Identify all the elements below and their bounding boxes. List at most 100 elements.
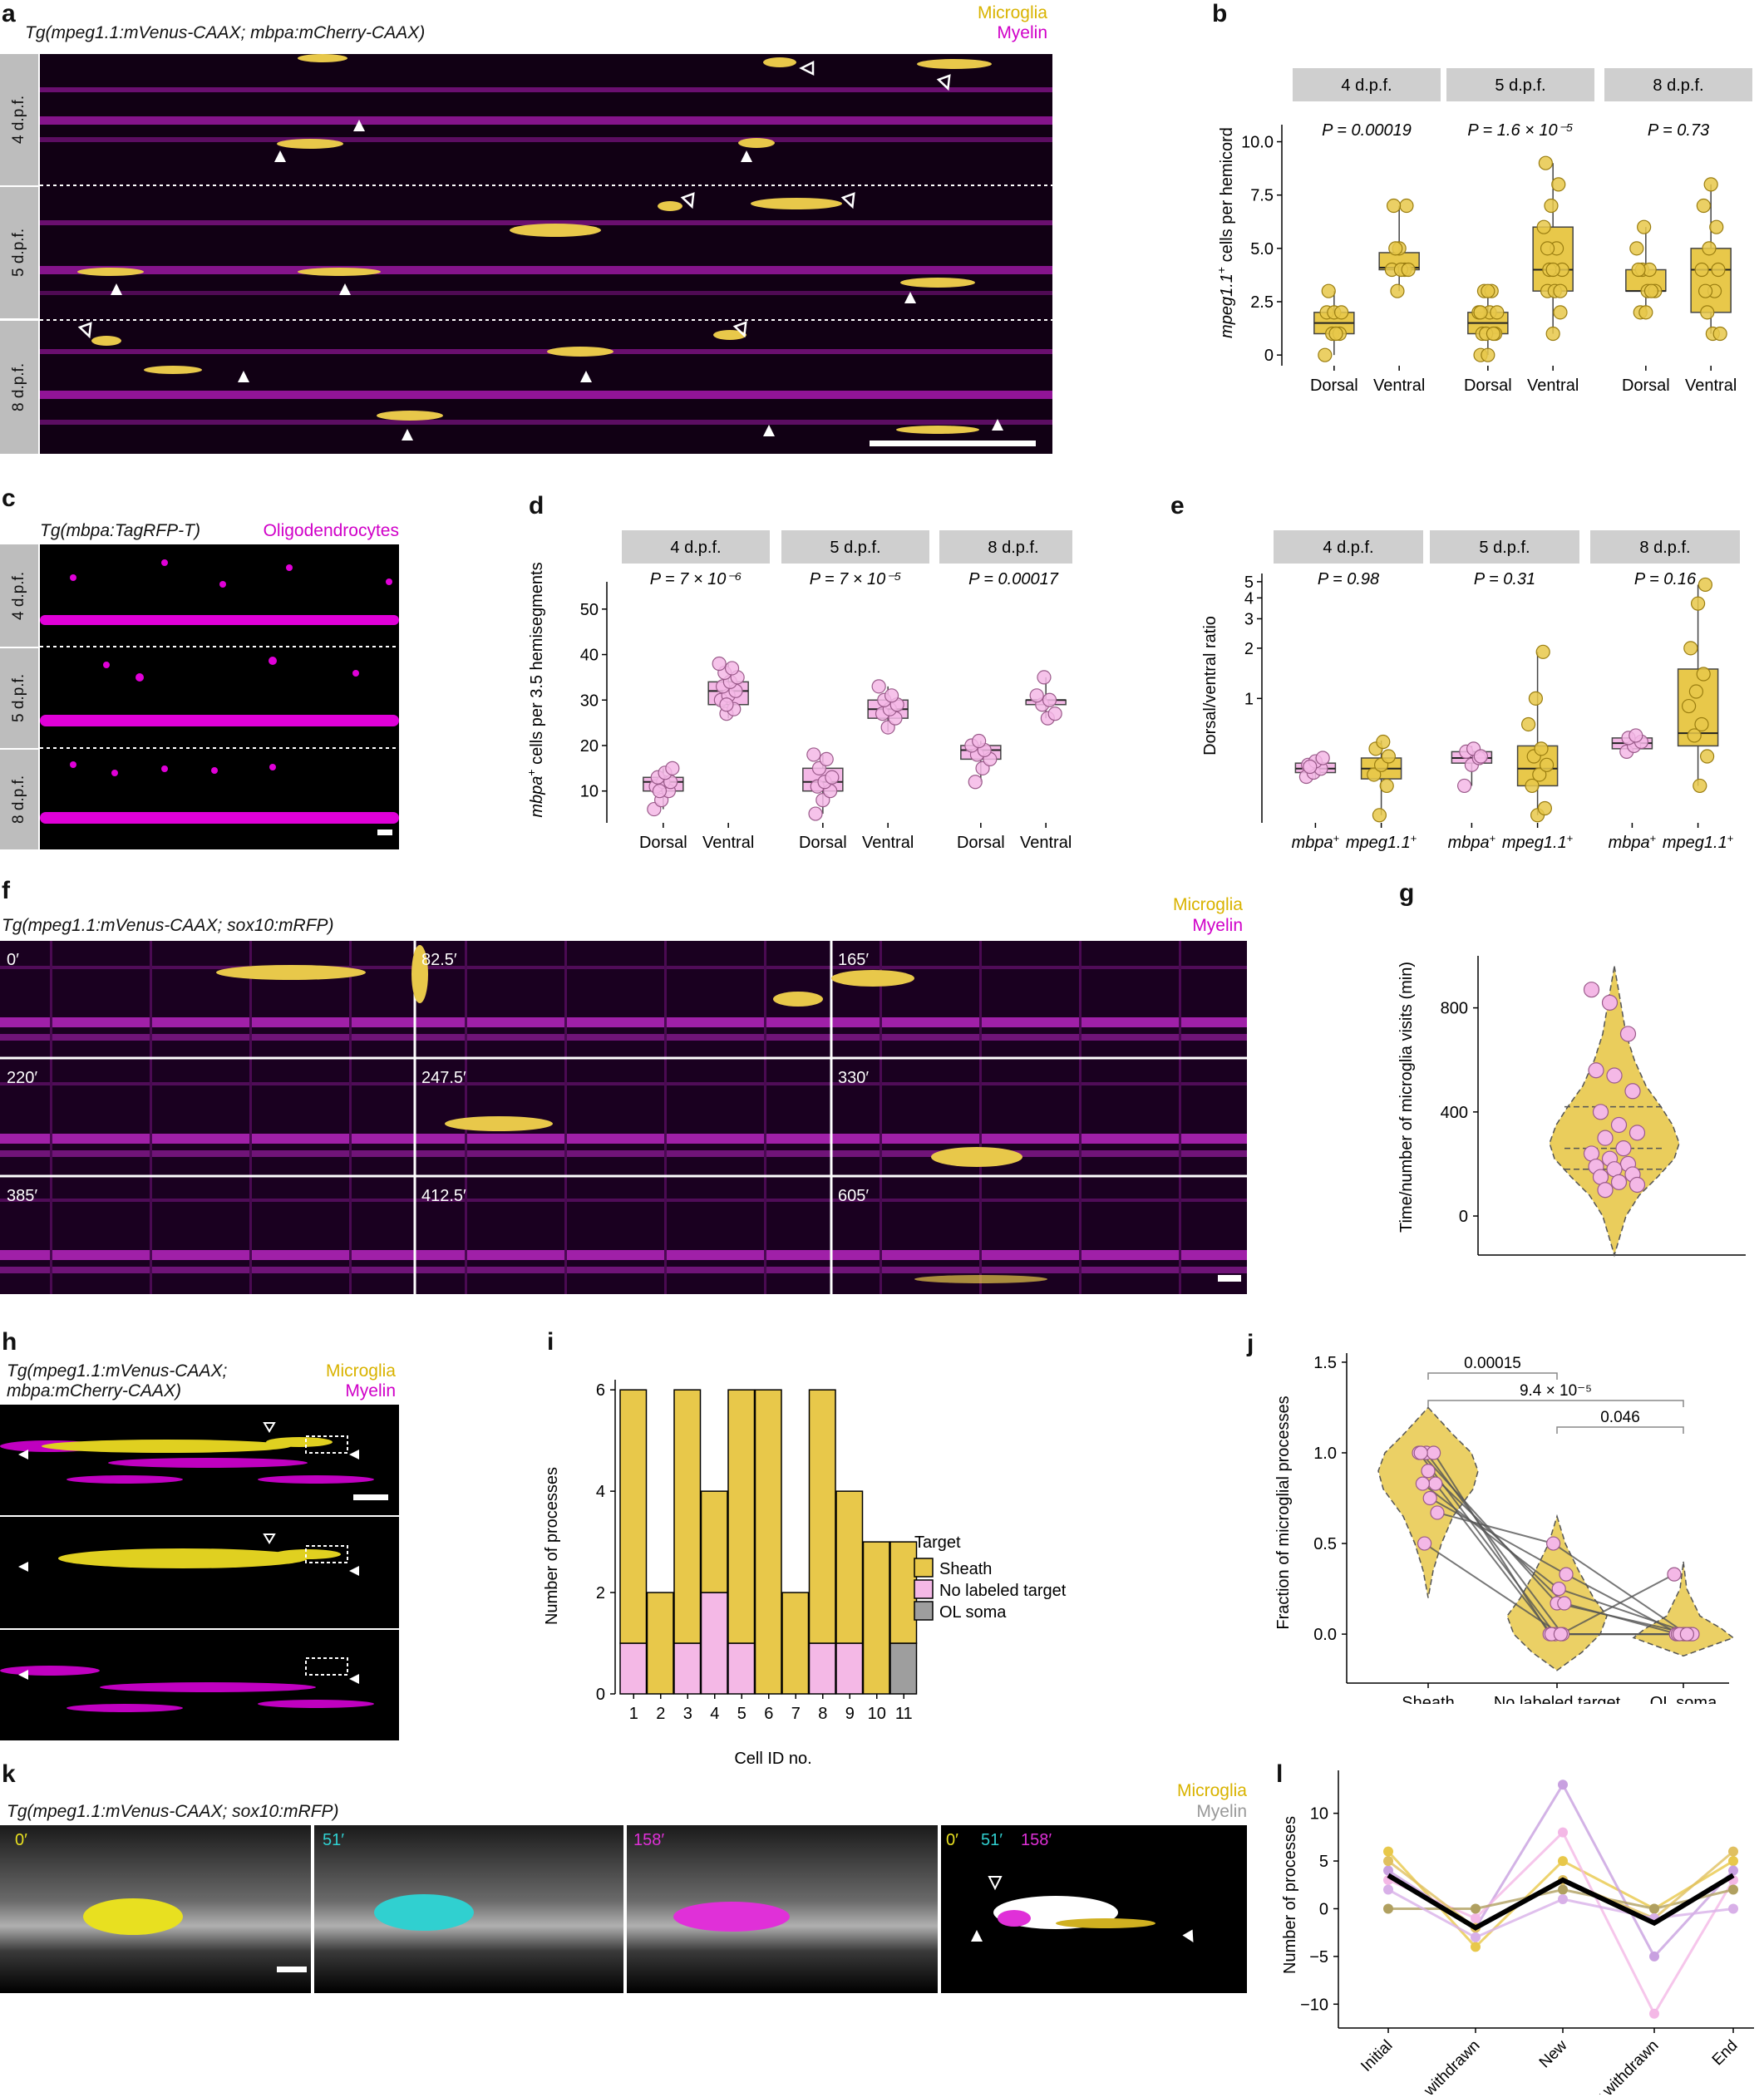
- chart-l: Number of processes −10 −5 0 5 10 Initial Init…: [1281, 1770, 1754, 2095]
- data-point: [1390, 283, 1405, 298]
- data-point: [808, 806, 823, 821]
- data-point: [1473, 749, 1488, 764]
- data-point: [1538, 155, 1553, 170]
- chart-i-legend-title: Target: [914, 1533, 961, 1552]
- data-point: [1690, 596, 1706, 611]
- y-tick-label: 0: [1459, 1208, 1468, 1226]
- data-point: [1696, 198, 1711, 214]
- data-point: [1471, 1932, 1481, 1942]
- panel-f-frame-label-7: 385′: [7, 1187, 38, 1205]
- data-point: [1629, 241, 1644, 256]
- bar-segment: [673, 1642, 702, 1695]
- data-point: [1697, 577, 1713, 593]
- x-tick-label: 6: [764, 1705, 773, 1723]
- panel-f-caption: Tg(mpeg1.1:mVenus-CAAX; sox10:mRFP): [2, 916, 334, 935]
- y-tick-label: 5.0: [1250, 240, 1274, 258]
- data-point: [1551, 1581, 1566, 1597]
- panel-k-merge-label-1: 0′: [946, 1831, 958, 1849]
- data-point: [1649, 2008, 1659, 2019]
- panel-h-micrograph: [0, 1405, 399, 1740]
- data-point: [1601, 994, 1619, 1011]
- data-point: [1473, 305, 1488, 320]
- facet-strip-label: 5 d.p.f.: [1495, 76, 1545, 95]
- panel-c-legend-oligodendrocytes: Oligodendrocytes: [263, 521, 399, 540]
- y-tick-label: 0: [1319, 1900, 1328, 1918]
- facet-strip: [1604, 68, 1752, 101]
- data-point: [1381, 749, 1396, 764]
- y-tick-label: 3: [1244, 610, 1254, 628]
- y-tick-label: 0.0: [1313, 1626, 1337, 1644]
- y-tick-label: 7.5: [1250, 187, 1274, 205]
- data-point: [1711, 262, 1726, 278]
- data-point: [1471, 1942, 1481, 1952]
- panel-c-row-label-8dpf: 8 d.p.f.: [0, 750, 38, 849]
- facet-strip: [939, 530, 1072, 564]
- data-point: [1628, 1176, 1646, 1194]
- data-point: [1413, 1445, 1428, 1460]
- data-point: [1553, 305, 1568, 320]
- series-line: [1387, 1782, 1735, 1959]
- data-point: [1047, 706, 1062, 721]
- x-tick-label: 8: [818, 1705, 827, 1723]
- x-tick-label: 3: [683, 1705, 692, 1723]
- panel-letter-d: d: [529, 492, 544, 519]
- data-point: [1712, 326, 1727, 342]
- data-point: [1610, 1174, 1628, 1190]
- panel-a-legend-myelin: Myelin: [997, 23, 1047, 42]
- y-tick-label: 5: [1319, 1853, 1328, 1871]
- p-value-label: P = 0.98: [1318, 570, 1379, 588]
- panel-f-legend-microglia: Microglia: [1172, 895, 1243, 914]
- data-point: [1709, 219, 1724, 234]
- data-point: [1688, 684, 1704, 699]
- facet-strip: [622, 530, 770, 564]
- data-point: [1481, 283, 1495, 298]
- data-point: [1457, 778, 1472, 794]
- data-point: [1700, 305, 1715, 320]
- facet-strip: [781, 530, 929, 564]
- violin: [1632, 1561, 1735, 1657]
- data-point: [1367, 767, 1382, 782]
- x-tick-label: Dorsal: [1464, 377, 1512, 395]
- y-tick-label: 400: [1441, 1104, 1468, 1122]
- x-tick-label: mpeg1.1+: [1663, 832, 1733, 853]
- facet-strip-label: 8 d.p.f.: [988, 539, 1038, 557]
- data-point: [1681, 698, 1697, 714]
- data-point: [1667, 1567, 1682, 1582]
- data-point: [1628, 1125, 1646, 1141]
- data-point: [806, 747, 821, 762]
- panel-letter-l: l: [1276, 1760, 1284, 1788]
- data-point: [1421, 1464, 1436, 1479]
- facet-strip: [1274, 530, 1423, 564]
- panel-c-row-label-5dpf: 5 d.p.f.: [0, 648, 38, 748]
- box: [1532, 226, 1574, 292]
- panel-letter-g: g: [1399, 879, 1415, 907]
- data-point: [1383, 1846, 1393, 1857]
- data-point: [1525, 778, 1540, 794]
- panel-h-legend-microglia: Microglia: [325, 1361, 396, 1381]
- panel-a-caption: Tg(mpeg1.1:mVenus-CAAX; mbpa:mCherry-CAA…: [25, 23, 426, 42]
- y-tick-label: −5: [1309, 1948, 1328, 1967]
- data-point: [1558, 1827, 1568, 1838]
- p-value-label: P = 7 × 10⁻⁶: [650, 570, 742, 588]
- data-point: [1631, 262, 1646, 278]
- chart-d-ylabel: mbpa+ cells per 3.5 hemisegments: [525, 562, 546, 817]
- data-point: [1430, 1505, 1445, 1520]
- significance-label: 0.046: [1600, 1409, 1640, 1426]
- p-value-label: P = 0.16: [1634, 570, 1697, 588]
- significance-label: 0.00015: [1464, 1355, 1521, 1372]
- chart-l-ylabel: Number of processes: [1281, 1816, 1299, 1974]
- x-tick-label: 9: [845, 1705, 855, 1723]
- panel-f-frame-label-3: 165′: [838, 951, 870, 969]
- data-point: [1606, 1067, 1623, 1084]
- panel-c-row-label-4dpf: 4 d.p.f.: [0, 544, 38, 647]
- data-point: [1702, 241, 1717, 256]
- panel-f-frame-label-4: 220′: [7, 1069, 38, 1087]
- x-tick-label: 1: [629, 1705, 638, 1723]
- data-point: [1321, 283, 1336, 298]
- facet-strip-label: 4 d.p.f.: [670, 539, 721, 557]
- data-point: [1597, 1182, 1614, 1199]
- data-point: [884, 688, 899, 703]
- data-point: [1379, 778, 1394, 794]
- x-tick-label: Ventral: [1685, 377, 1737, 395]
- violin: [1549, 966, 1680, 1258]
